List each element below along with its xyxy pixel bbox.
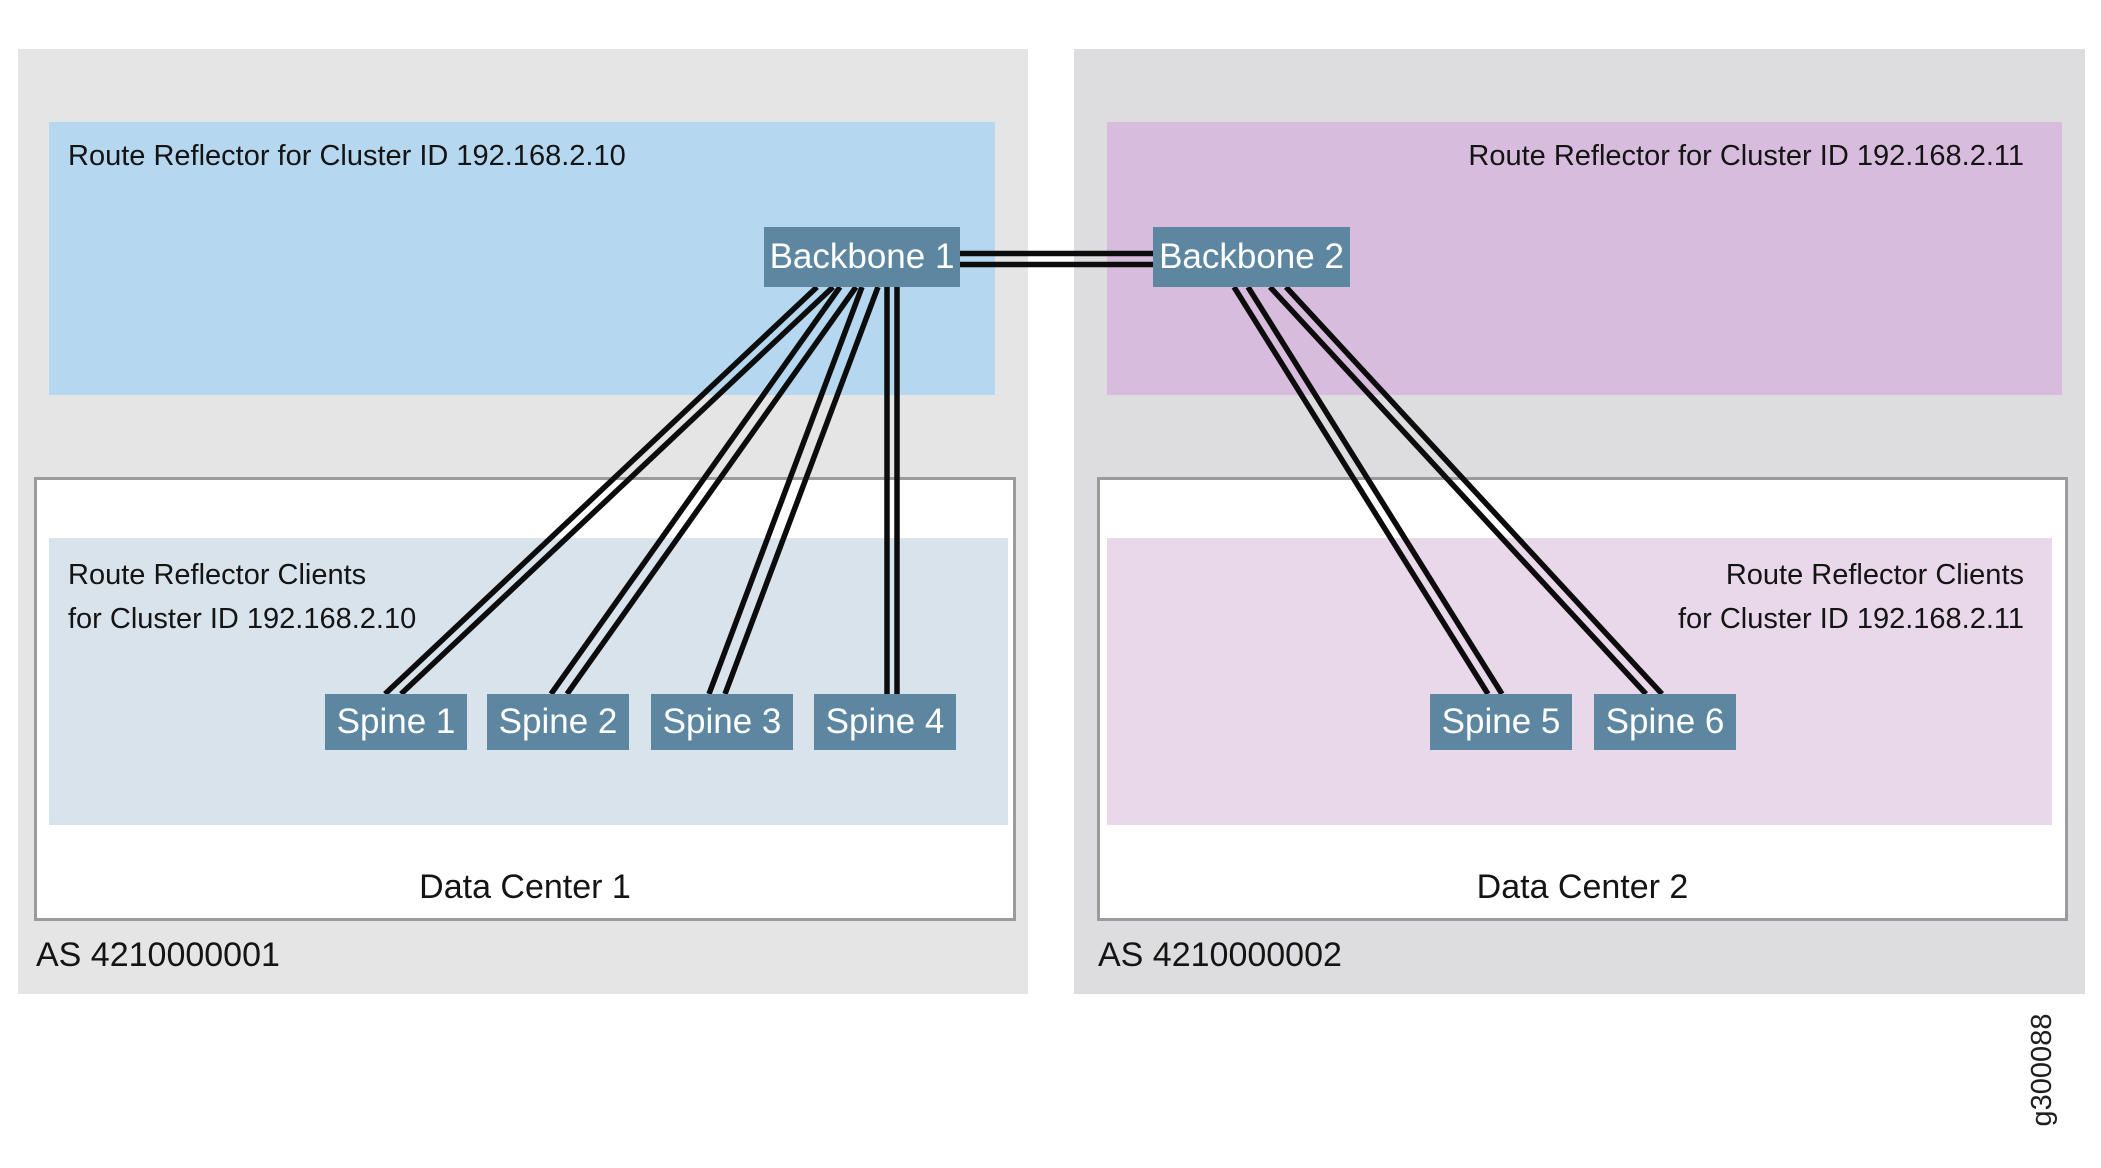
as1-clients-caption: Route Reflector Clients for Cluster ID 1… bbox=[68, 553, 416, 641]
node-spine3: Spine 3 bbox=[651, 694, 793, 750]
as1-data-center-label: Data Center 1 bbox=[419, 868, 631, 906]
link-backbone2-spine5 bbox=[1231, 285, 1505, 696]
as2-route-reflector-caption: Route Reflector for Cluster ID 192.168.2… bbox=[1468, 140, 2024, 172]
as2-data-center-label: Data Center 2 bbox=[1476, 868, 1689, 906]
as1-route-reflector-caption: Route Reflector for Cluster ID 192.168.2… bbox=[68, 140, 626, 172]
as1-clients-caption-line2: for Cluster ID 192.168.2.10 bbox=[68, 603, 417, 635]
node-spine1: Spine 1 bbox=[325, 694, 467, 750]
link-backbone1-spine4 bbox=[884, 287, 900, 694]
link-backbone1-spine1 bbox=[383, 284, 835, 697]
as2-label: AS 4210000002 bbox=[1098, 936, 1342, 974]
as1-route-reflector-clients-box bbox=[49, 538, 1008, 825]
as2-route-reflector-clients-box bbox=[1107, 538, 2052, 825]
node-backbone2: Backbone 2 bbox=[1153, 227, 1350, 287]
node-spine5: Spine 5 bbox=[1430, 694, 1572, 750]
link-backbone1-spine3 bbox=[706, 286, 881, 695]
node-spine6: Spine 6 bbox=[1594, 694, 1736, 750]
as1-label: AS 4210000001 bbox=[36, 936, 280, 974]
node-spine2: Spine 2 bbox=[487, 694, 629, 750]
link-backbone1-backbone2 bbox=[958, 250, 1156, 268]
node-backbone1: Backbone 1 bbox=[764, 227, 960, 287]
as2-clients-caption: Route Reflector Clients for Cluster ID 1… bbox=[1678, 553, 2024, 641]
node-spine4: Spine 4 bbox=[814, 694, 956, 750]
as2-clients-caption-line1: Route Reflector Clients bbox=[1725, 559, 2024, 591]
link-backbone2-spine6 bbox=[1267, 285, 1665, 696]
as2-clients-caption-line2: for Cluster ID 192.168.2.11 bbox=[1677, 603, 2024, 635]
as1-clients-caption-line1: Route Reflector Clients bbox=[68, 559, 367, 591]
link-backbone1-spine2 bbox=[548, 285, 859, 696]
